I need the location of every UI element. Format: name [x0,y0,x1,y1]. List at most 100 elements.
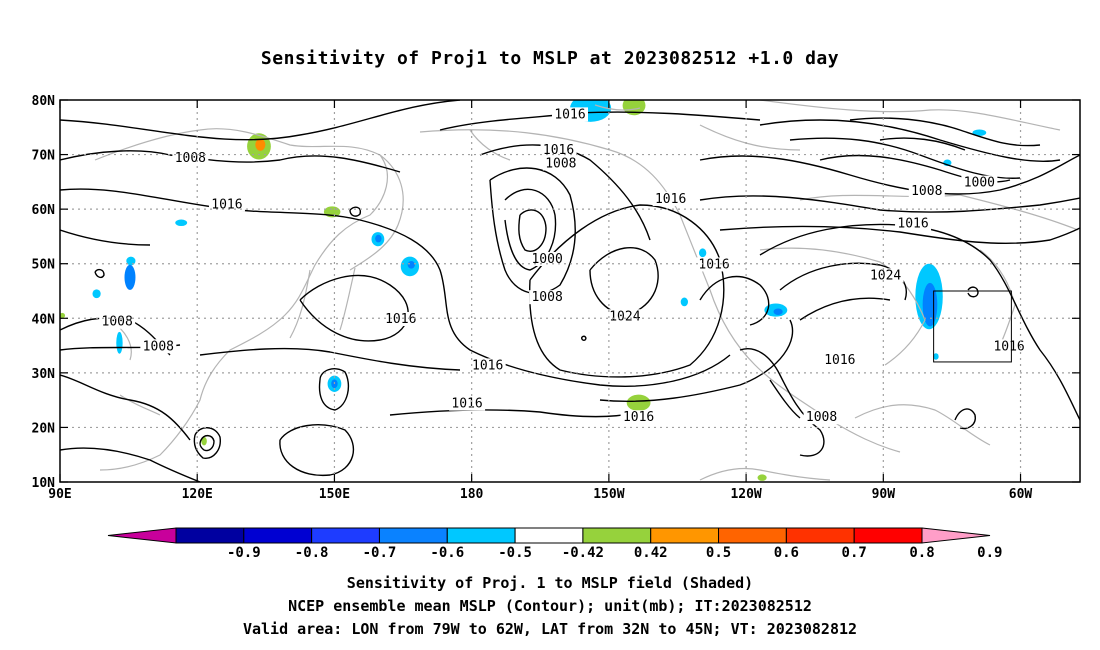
contour-label: 1008 [911,184,942,199]
sensitivity-shaded-area [124,264,136,290]
contour-label-bg [552,107,588,122]
caption-contour: NCEP ensemble mean MSLP (Contour); unit(… [288,597,812,615]
colorbar-cell [514,527,584,544]
sensitivity-shaded-area [92,289,101,299]
colorbar-tick-label: -0.5 [498,545,532,561]
valid-area-rectangle [933,290,1012,363]
sensitivity-shaded-area [680,297,689,307]
contour-label-bg [529,251,566,266]
latitude-label: 40N [32,312,56,327]
colorbar-tick-label: 0.5 [706,545,731,561]
colorbar-tick-label: -0.8 [295,545,329,561]
contour-label-bg [961,175,998,190]
sensitivity-shaded-area [375,234,382,243]
contour-label-bg [696,257,733,272]
sensitivity-shaded-area [116,331,123,354]
contour-label: 1024 [870,268,901,283]
contour-label: 1016 [993,339,1024,354]
colorbar-tick-label: 0.42 [634,545,668,561]
colorbar-tick-label: 0.8 [909,545,934,561]
contour-label-bg [140,339,177,354]
colorbar-max-triangle [921,527,991,544]
colorbar-tick-label: -0.7 [363,545,397,561]
contour-label-bg [382,312,419,327]
caption-shading: Sensitivity of Proj. 1 to MSLP field (Sh… [346,574,754,592]
colorbar-min-triangle [107,527,177,544]
contour-label: 1024 [609,309,640,324]
sensitivity-shaded-area [698,248,707,258]
colorbar-cell [446,527,516,544]
contour-label-bg [542,156,579,171]
valid-area-box [933,290,1012,363]
colorbar-cell [718,527,787,544]
latitude-label: 50N [32,258,56,273]
sensitivity-shaded-area [60,312,66,319]
colorbar-tick-label: 0.6 [774,545,799,561]
colorbar-tick-label: 0.9 [977,545,1002,561]
contour-label: 1016 [451,397,482,412]
map-frame [59,99,1081,483]
latitude-label: 10N [32,476,56,491]
longitude-label: 150E [319,487,350,502]
contour-label: 1008 [545,156,576,171]
sensitivity-shaded-area [255,138,266,151]
longitude-label: 90E [48,487,71,502]
latitude-label: 70N [32,149,56,164]
sensitivity-shaded-area [972,129,987,137]
latitude-label: 80N [32,94,56,109]
contour-label: 1008 [806,410,837,425]
sensitivity-shaded-area [407,260,415,269]
latitude-label: 30N [32,367,56,382]
colorbar-tick-label: 0.7 [842,545,867,561]
longitude-label: 90W [872,487,896,502]
longitude-label: 60W [1009,487,1033,502]
contour-label: 1008 [175,151,206,166]
sensitivity-shaded-area [626,394,651,412]
contour-label-bg [821,352,858,367]
contour-label: 1016 [655,192,686,207]
latitude-label: 60N [32,203,56,218]
contour-label-bg [449,396,486,411]
colorbar-tick-label: -0.9 [227,545,261,561]
colorbar-cell [650,527,720,544]
sensitivity-shaded-area [175,219,188,227]
longitude-labels: 90E 120E 150E 180 150W 120W 90W 60W [48,487,1032,502]
contour-label: 1016 [472,358,503,373]
latitude-label: 20N [32,421,56,436]
latitude-labels: 80N 70N 60N 50N 40N 30N 20N 10N [32,94,56,491]
sensitivity-shaded-area [933,353,939,360]
colorbar-cell [175,527,245,544]
map-plot-area: 1016 1016 1008 1008 1016 1016 1000 1008 1016 1016… [60,100,1080,482]
gridlines-layer [60,100,1080,482]
colorbar-tick-label: -0.42 [562,545,604,561]
sensitivity-shaded-area [757,474,767,481]
contour-label-bg [895,216,932,231]
contour-label: 1000 [531,252,562,267]
longitude-label: 180 [460,487,484,502]
contour-label-bg [620,410,657,425]
contour-label: 1008 [102,315,133,330]
contour-label-bg [208,197,245,212]
contour-label-bg [908,183,945,198]
colorbar-cell [853,527,923,544]
contour-label-bg [991,339,1028,354]
contour-label: 1016 [554,107,585,122]
map-title: Sensitivity of Proj1 to MSLP at 20230825… [260,48,840,69]
contour-label: 1016 [211,197,242,212]
contour-label: 1000 [964,176,995,191]
contour-label: 1008 [143,339,174,354]
contour-label: 1008 [531,290,562,305]
contour-label-bg [469,358,506,373]
colorbar-cell [785,527,855,544]
longitude-label: 120E [182,487,213,502]
sensitivity-shaded-area [773,308,783,316]
colorbar-tick-label: -0.6 [430,545,464,561]
contour-label: 1016 [824,353,855,368]
sensitivity-shaded-area [201,436,207,446]
colorbar-cell [243,527,313,544]
contour-label-bg [606,309,643,324]
contour-labels-layer: 1016 1016 1008 1008 1016 1016 1000 1008 1016 1016… [99,107,1028,425]
caption-valid-area: Valid area: LON from 79W to 62W, LAT fro… [242,620,858,638]
contour-label: 1016 [897,217,928,232]
